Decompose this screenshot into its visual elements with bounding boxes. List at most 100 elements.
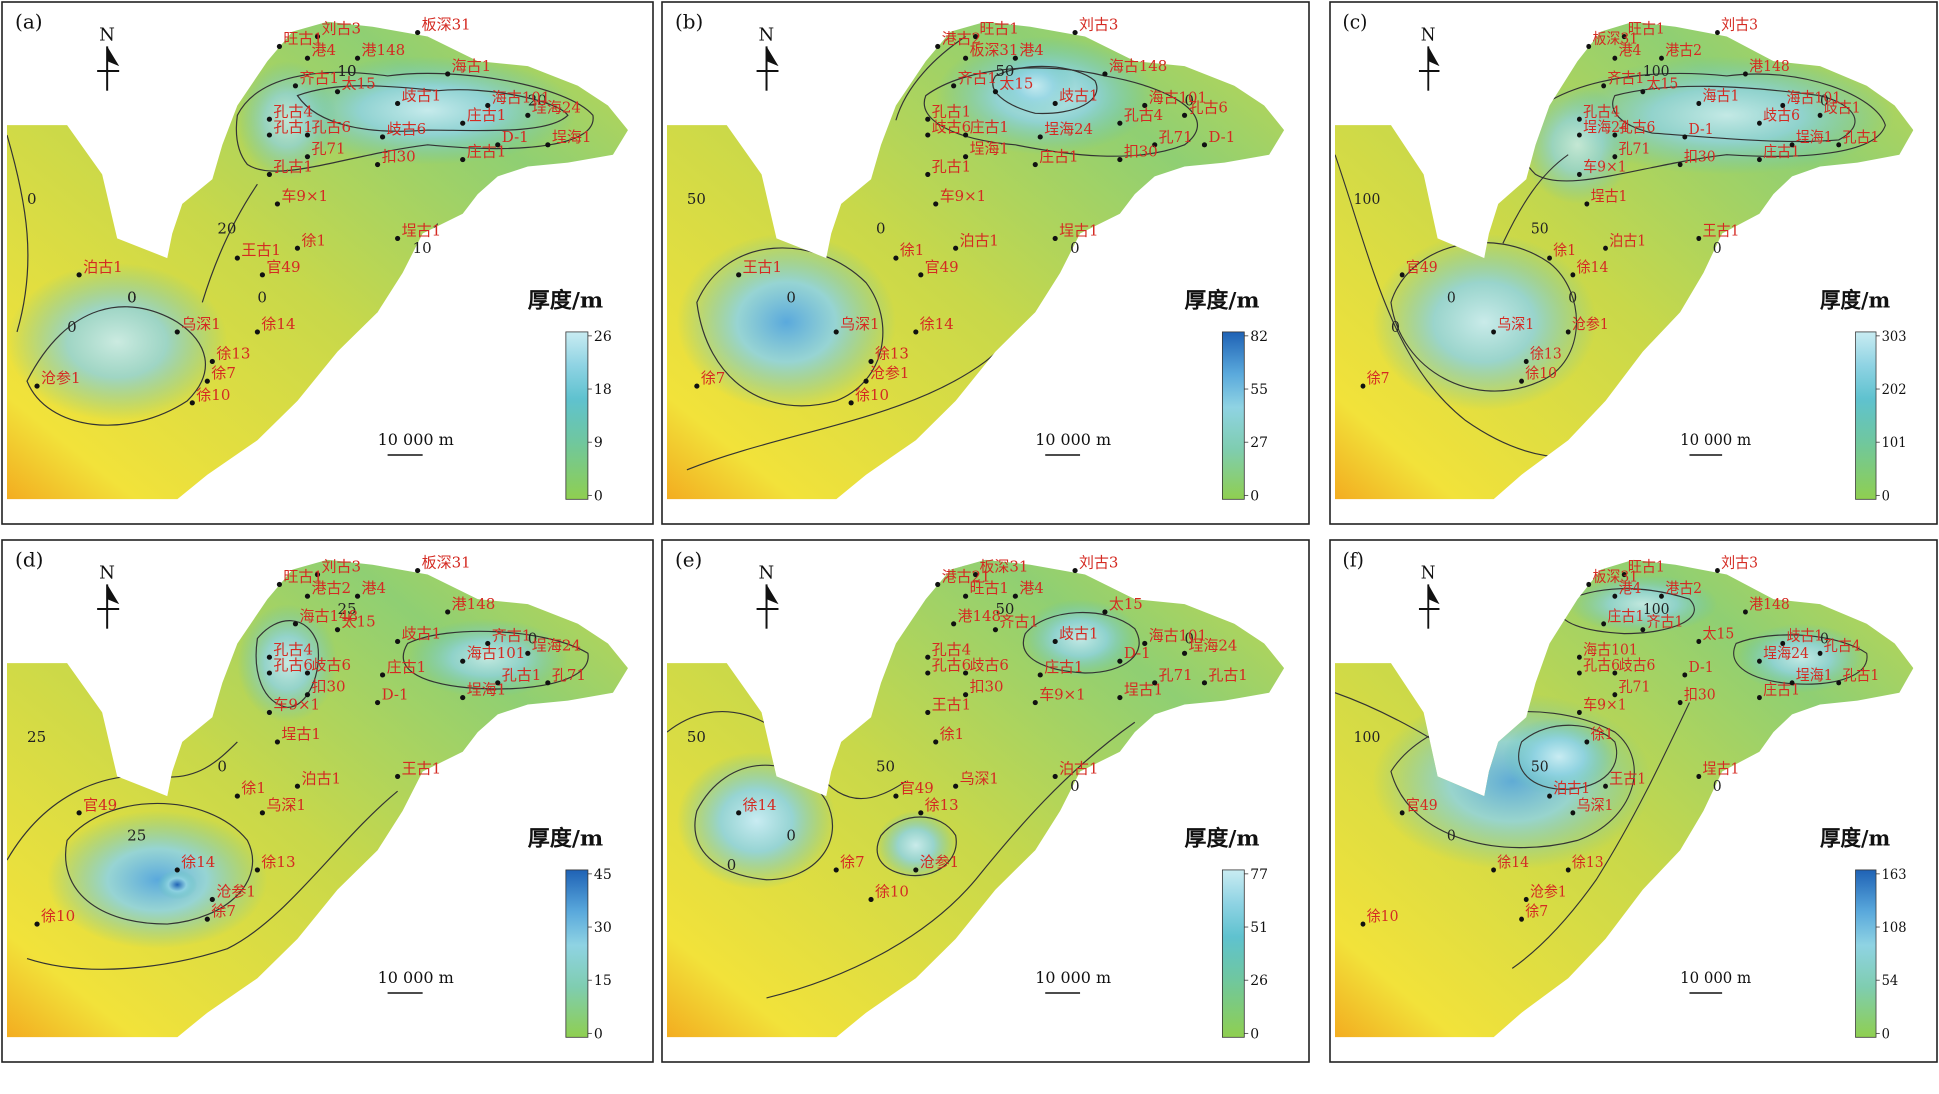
well-label: 孔古4 [1583, 103, 1620, 120]
well-dot [925, 670, 931, 676]
well-dot [1152, 680, 1158, 686]
well-label: 徐13 [1530, 345, 1562, 362]
well-label: 旺古1 [1628, 558, 1665, 575]
well-dot [76, 810, 82, 816]
well-label: 扣30 [970, 679, 1004, 696]
well-dot [379, 672, 386, 678]
well-dot [1603, 245, 1608, 251]
well-dot [1586, 43, 1592, 49]
well-label: 港古2 [311, 579, 351, 597]
well-label: 歧古6 [311, 656, 351, 674]
well-dot [1037, 134, 1043, 140]
well-label: 歧古1 [1059, 626, 1098, 643]
well-dot [1570, 810, 1576, 816]
well-label: 徐13 [925, 797, 959, 814]
well-label: 徐7 [840, 854, 864, 871]
well-dot [925, 116, 931, 122]
well-label: 徐14 [1497, 854, 1529, 871]
well-label: 泊古1 [960, 232, 999, 249]
well-dot [1565, 867, 1571, 873]
well-label: 港古2 [1665, 42, 1702, 59]
well-dot [314, 33, 321, 40]
scale-bar: 10 000 m [1680, 969, 1752, 994]
well-dot [848, 400, 854, 406]
well-dot [833, 329, 839, 335]
well-label: 沧参1 [870, 365, 909, 382]
well-dot [1360, 921, 1366, 927]
well-label: 扣30 [382, 148, 416, 166]
isopach-contour [1558, 588, 1695, 635]
legend-color-bar [1221, 331, 1245, 500]
well-dot [1519, 916, 1524, 922]
contour-label: 10 [413, 239, 432, 257]
well-label: 乌深1 [181, 315, 221, 333]
well-dot [1576, 116, 1582, 122]
contour-label: 0 [217, 758, 227, 776]
thickness-legend: 厚度/m 163 108 54 0 [1820, 825, 1906, 1043]
well-label: 孔古6 [311, 118, 351, 136]
well-label: 刘古3 [1079, 555, 1118, 572]
scale-label: 10 000 m [1680, 431, 1751, 449]
well-dot [1491, 867, 1497, 873]
contour-label: 0 [528, 630, 538, 648]
contour-label: 25 [27, 728, 46, 746]
thickness-high-zone [1502, 717, 1615, 797]
well-dot [736, 810, 742, 816]
well-label: 海古148 [299, 607, 358, 625]
well-label: 海古101 [1583, 641, 1638, 658]
well-label: D-1 [1208, 129, 1235, 146]
thickness-legend: 厚度/m 77 51 26 0 [1185, 825, 1268, 1042]
thickness-high-zone [1020, 599, 1140, 678]
well-label: 太15 [1109, 596, 1143, 613]
contour-label: 50 [1531, 221, 1549, 237]
well-dot [1817, 112, 1823, 118]
well-label: 歧古6 [932, 119, 971, 136]
well-dot [1836, 680, 1842, 686]
contour-label: 100 [1643, 64, 1670, 80]
well-label: 歧古6 [387, 120, 427, 138]
well-dot [354, 55, 361, 61]
well-label: 海古101 [492, 89, 551, 107]
well-label: 海古101 [467, 644, 526, 662]
well-label: 旺古1 [283, 30, 323, 48]
well-label: 车9×1 [1583, 696, 1626, 713]
well-dot [374, 161, 381, 168]
well-label: 徐10 [1367, 908, 1399, 925]
well-label: 官49 [900, 780, 934, 797]
well-dot [918, 810, 924, 816]
contour-label: 25 [127, 827, 146, 845]
legend-tick-label: 0 [1250, 488, 1259, 504]
legend-tick-label: 51 [1250, 920, 1268, 936]
well-dot [1399, 272, 1405, 278]
well-label: 港4 [362, 579, 387, 597]
well-dot [266, 116, 273, 122]
well-dot [1743, 609, 1748, 615]
well-label: 刘古3 [1721, 16, 1758, 33]
well-dot [334, 89, 341, 95]
well-label: 孔古4 [1124, 107, 1163, 124]
well-label: 徐1 [940, 726, 964, 743]
contour-label: 25 [338, 600, 357, 618]
contour-label: 0 [876, 221, 885, 238]
well-dot [34, 383, 40, 389]
scale-bar: 10 000 m [1680, 431, 1752, 456]
well-label: 徐10 [196, 386, 230, 404]
north-label: N [1421, 25, 1436, 46]
well-label: 车9×1 [1039, 687, 1085, 704]
well-dot [1072, 568, 1078, 574]
well-dot [379, 134, 386, 140]
well-dot [1612, 692, 1618, 698]
well-dot [1576, 654, 1582, 660]
thickness-high-zone [995, 56, 1076, 116]
well-label: 旺古1 [980, 21, 1019, 38]
well-dot [1012, 55, 1018, 61]
well-label: 港4 [1619, 580, 1642, 597]
well-label: 官49 [266, 258, 300, 276]
well-dot [254, 867, 260, 873]
isopach-contour [296, 85, 569, 132]
contour-label: 100 [1354, 730, 1381, 746]
well-label: 孔古6 [932, 657, 971, 674]
